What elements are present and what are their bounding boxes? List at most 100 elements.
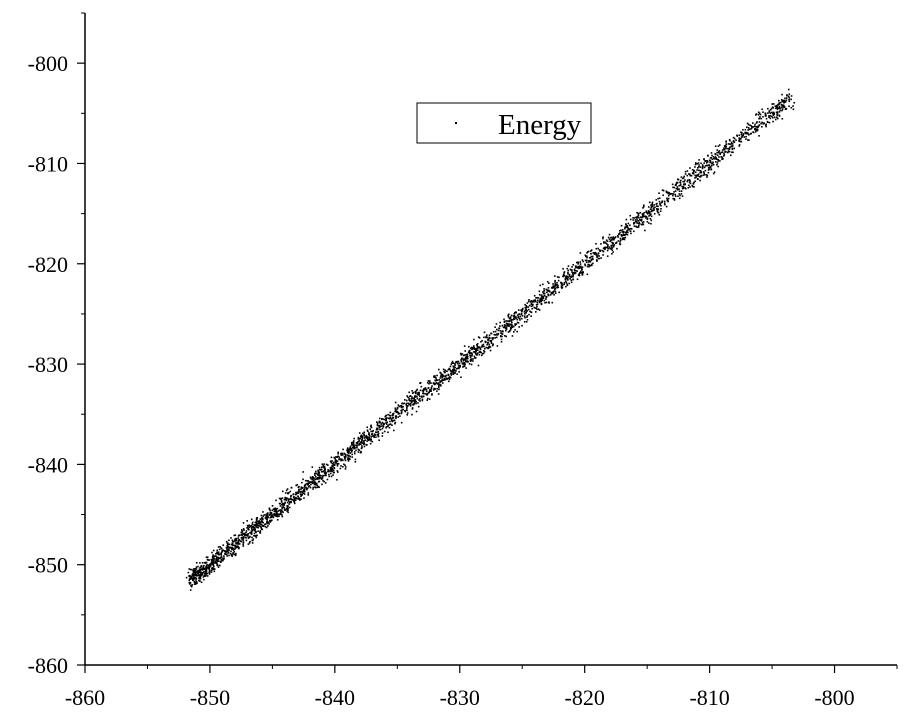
data-point [610, 248, 613, 250]
data-point [444, 369, 446, 372]
data-point [208, 572, 210, 574]
data-point [578, 267, 581, 269]
data-point [771, 116, 774, 119]
data-point [465, 358, 467, 360]
data-point [599, 249, 602, 252]
data-point [474, 352, 477, 354]
data-point [633, 217, 636, 219]
data-point [777, 104, 779, 106]
data-point [644, 215, 647, 218]
data-point [770, 107, 773, 110]
data-point [290, 494, 293, 497]
data-point [200, 571, 203, 574]
data-point [507, 320, 509, 322]
data-point [465, 357, 468, 360]
data-point [715, 158, 718, 161]
data-point [400, 404, 403, 407]
data-point [684, 183, 686, 186]
y-tick-label: -860 [28, 653, 68, 678]
x-tick-label: -800 [814, 685, 854, 710]
data-point [528, 313, 530, 316]
data-point [753, 125, 756, 128]
data-point [288, 491, 290, 494]
data-point [297, 495, 299, 497]
data-point [328, 473, 330, 476]
data-point [528, 300, 530, 303]
data-point [286, 505, 288, 507]
data-point [332, 463, 335, 466]
data-point [390, 418, 393, 420]
data-point [466, 357, 469, 360]
data-point [322, 466, 325, 468]
data-point [614, 236, 617, 238]
data-point [414, 401, 416, 404]
data-point [501, 324, 504, 327]
data-point [361, 442, 364, 444]
data-point [710, 157, 713, 159]
data-point [225, 540, 228, 543]
data-point [667, 192, 670, 195]
data-point [651, 205, 654, 208]
data-point [407, 396, 409, 399]
data-point [724, 147, 727, 149]
data-point [680, 190, 683, 192]
data-point [640, 216, 643, 219]
data-point [748, 134, 750, 136]
data-point [338, 456, 340, 458]
data-point [513, 314, 516, 317]
data-point [336, 460, 339, 462]
data-point [483, 345, 485, 348]
data-point [526, 316, 528, 318]
data-point [444, 375, 447, 378]
data-point [292, 496, 295, 499]
data-point [704, 169, 707, 172]
data-point [247, 535, 249, 537]
data-point [646, 217, 649, 220]
data-point [456, 367, 459, 370]
data-point [516, 330, 518, 333]
data-point [389, 423, 392, 425]
data-point [706, 174, 709, 177]
data-point [257, 530, 259, 532]
data-point [612, 242, 615, 245]
data-point [361, 436, 364, 439]
data-point [230, 554, 233, 556]
data-point [387, 417, 390, 420]
data-point [295, 499, 297, 501]
data-point [320, 468, 323, 471]
data-point [287, 511, 289, 514]
data-point [745, 135, 747, 138]
data-point [199, 570, 201, 573]
data-point [730, 154, 732, 157]
data-point [645, 210, 648, 212]
data-point [788, 98, 790, 101]
data-point [300, 495, 302, 497]
data-point [209, 565, 212, 567]
data-point [276, 518, 279, 521]
data-point [659, 210, 662, 213]
data-point [329, 470, 332, 472]
data-point [643, 211, 645, 214]
data-point [629, 230, 632, 233]
data-point [709, 161, 711, 164]
data-point [709, 166, 712, 169]
data-point [195, 568, 198, 570]
data-point [295, 497, 298, 500]
data-point [318, 471, 321, 473]
data-point [190, 585, 193, 588]
data-point [301, 490, 303, 493]
data-point [604, 248, 606, 251]
data-point [282, 506, 285, 508]
data-point [266, 517, 268, 519]
data-point [305, 486, 307, 489]
data-point [697, 173, 700, 176]
data-point [513, 316, 515, 318]
data-point [637, 226, 640, 228]
data-point [348, 448, 350, 451]
data-point [450, 372, 452, 375]
data-point [423, 388, 426, 390]
data-point [731, 151, 733, 154]
data-point [459, 365, 461, 367]
data-point [638, 216, 640, 219]
data-point [415, 400, 417, 403]
